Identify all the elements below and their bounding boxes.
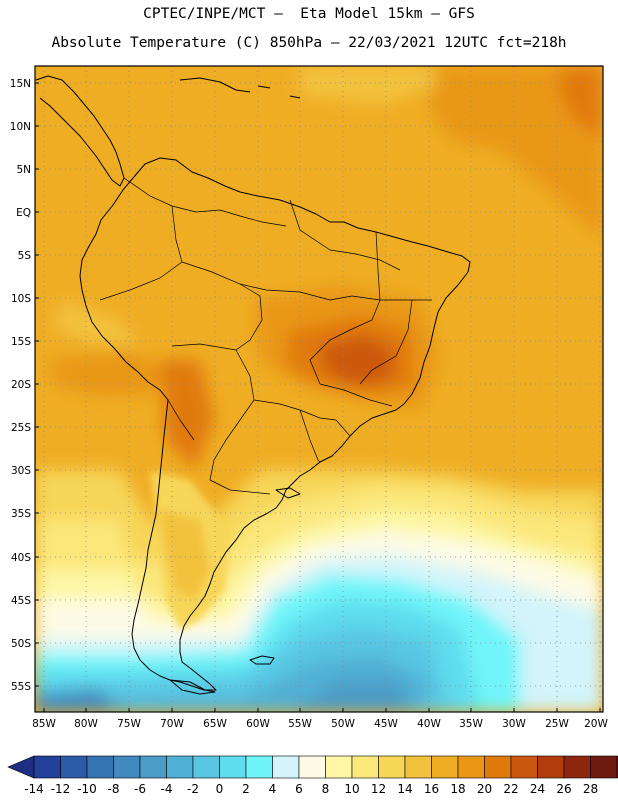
rio-de-la-plata [275,487,301,499]
lat-label: 15S [11,336,31,348]
colorbar-tick-label: -6 [134,782,146,796]
colorbar-swatch [325,755,353,779]
colorbar-tick-label: 22 [503,782,518,796]
colorbar-underflow-arrow [7,755,35,779]
colorbar-swatch [272,755,300,779]
colorbar-tick-label: -10 [77,782,97,796]
colorbar-swatch [537,755,565,779]
colorbar-swatch [378,755,406,779]
temperature-field [35,66,603,712]
lon-label: 75W [117,718,141,730]
lon-label: 35W [459,718,483,730]
colorbar-swatch [192,755,220,779]
lon-label: 55W [288,718,312,730]
colorbar-tick-label: 14 [397,782,412,796]
country-borders [99,177,432,495]
colorbar-tick-label: -14 [24,782,44,796]
colorbar-tick-label: 16 [424,782,439,796]
colorbar-swatch [510,755,538,779]
colorbar-tick-label: -12 [51,782,71,796]
colorbar-tick-label: 26 [556,782,571,796]
lat-label: 25S [11,422,31,434]
lat-label: 20S [11,379,31,391]
latitude-labels: 15N 10N 5N EQ 5S 10S 15S 20S 25S 30S 35S… [10,78,32,693]
lat-label: 45S [11,595,31,607]
colorbar-swatch [431,755,459,779]
field-andes-20-22 [160,360,215,470]
colorbar-swatch [219,755,247,779]
lat-label: 35S [11,508,31,520]
colorbar-tick-label: 12 [371,782,386,796]
colorbar-tick-label: 18 [450,782,465,796]
colorbar-swatch [590,755,618,779]
lat-label: 15N [10,78,31,90]
colorbar-swatch [298,755,326,779]
colorbar-tick-label: 20 [477,782,492,796]
colorbar-swatch [113,755,141,779]
longitude-labels: 85W 80W 75W 70W 65W 60W 55W 50W 45W 40W … [32,718,608,730]
tierra-del-fuego [169,679,216,695]
lon-label: 60W [246,718,270,730]
chart-title-line1: CPTEC/INPE/MCT – Eta Model 15km – GFS [143,6,475,22]
lon-label: 50W [331,718,355,730]
colorbar-swatch [484,755,512,779]
caribbean-islands [179,77,301,99]
lat-label: 10N [10,121,31,133]
colorbar-tick-label: -4 [161,782,173,796]
field-patagonia-14-16 [160,510,210,600]
colorbar-swatch [86,755,114,779]
lat-label: 30S [11,465,31,477]
field-brazil-22-24 [320,335,395,385]
field-atlantic-18-20 [430,66,603,240]
colorbar-swatch [60,755,88,779]
colorbar-swatch [166,755,194,779]
lon-label: 85W [32,718,56,730]
lon-label: 65W [203,718,227,730]
lat-label: EQ [16,207,31,219]
lon-label: 40W [417,718,441,730]
axis-ticks [35,82,601,712]
colorbar-tick-label: 0 [216,782,224,796]
colorbar-tick-label: 4 [269,782,277,796]
field-south-neg6-neg4 [290,680,410,712]
field-atlantic-20-22 [560,66,603,140]
chart-title-line2: Absolute Temperature (C) 850hPa – 22/03/… [51,35,567,51]
lat-label: 5N [16,164,31,176]
colorbar-swatch [457,755,485,779]
colorbar-tick-label: 6 [295,782,303,796]
colorbar-tick-label: 8 [322,782,330,796]
colorbar-tick-label: -2 [187,782,199,796]
field-pacific-14-16 [55,300,140,345]
lon-label: 70W [160,718,184,730]
colorbar-swatch [33,755,61,779]
colorbar-tick-label: 24 [530,782,545,796]
colorbar-swatch [139,755,167,779]
lat-label: 55S [11,681,31,693]
colorbar-swatch [404,755,432,779]
lon-label: 25W [545,718,569,730]
lat-label: 40S [11,552,31,564]
south-america-coastline [79,157,471,691]
lat-label: 50S [11,638,31,650]
colorbar-swatch [563,755,591,779]
field-southwest-neg8 [35,690,120,712]
colorbar-tick-label: 2 [242,782,250,796]
lon-label: 80W [74,718,98,730]
colorbar-tick-label: 10 [344,782,359,796]
colorbar-swatch [245,755,273,779]
lat-label: 5S [18,250,32,262]
lon-label: 20W [584,718,608,730]
colorbar: -14 -12 -10 -8 -6 -4 -2 0 2 4 6 8 10 12 14 16 18 20 22 24 26… [7,755,618,796]
lon-label: 45W [374,718,398,730]
colorbar-swatch [351,755,379,779]
lon-label: 30W [502,718,526,730]
map-frame [34,65,604,713]
field-caribbean-14-16 [300,66,440,105]
lat-label: 10S [11,293,31,305]
colorbar-tick-label: 28 [583,782,598,796]
falklands [249,655,275,665]
colorbar-tick-label: -8 [108,782,120,796]
